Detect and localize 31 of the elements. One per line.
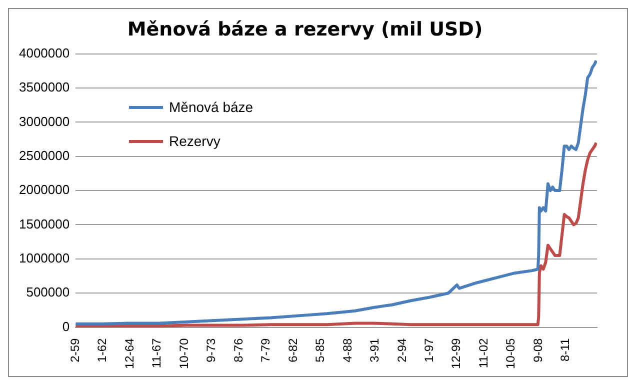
x-tick-label: 1-62 [95, 338, 110, 362]
x-tick-label: 4-88 [340, 338, 354, 362]
x-tick-label: 1-97 [422, 338, 436, 362]
x-tick-label: 3-91 [368, 338, 382, 362]
y-tick-label: 1000000 [18, 250, 70, 266]
y-tick-label: 2500000 [18, 148, 70, 163]
y-tick-label: 4000000 [18, 45, 70, 60]
chart-title: Měnová báze a rezervy (mil USD) [127, 18, 483, 40]
x-tick-label: 8-11 [558, 338, 572, 362]
x-tick-label: 12-64 [122, 338, 136, 370]
x-tick-label: 2-94 [394, 338, 409, 362]
x-tick-label: 7-79 [258, 338, 273, 362]
x-tick-label: 6-82 [286, 338, 300, 362]
y-tick-label: 3000000 [18, 114, 70, 129]
y-tick-label: 1500000 [18, 216, 70, 232]
y-tick-label: 3500000 [18, 80, 70, 95]
x-tick-label: 9-73 [204, 338, 218, 362]
x-tick-label: 11-67 [150, 338, 164, 368]
x-tick-label: 8-76 [231, 338, 246, 362]
x-tick-label: 5-85 [313, 338, 328, 362]
x-tick-label: 10-05 [504, 338, 518, 370]
y-tick-label: 500000 [26, 284, 70, 300]
legend-label: Rezervy [169, 133, 220, 149]
legend-label: Měnová báze [169, 99, 254, 115]
x-tick-label: 10-70 [176, 338, 191, 370]
x-tick-label: 9-08 [530, 338, 545, 362]
x-tick-label: 12-99 [449, 338, 464, 370]
x-tick-label: 11-02 [476, 338, 490, 368]
y-tick-label: 0 [62, 318, 70, 334]
y-tick-label: 2000000 [18, 182, 70, 198]
x-tick-label: 2-59 [68, 338, 82, 362]
